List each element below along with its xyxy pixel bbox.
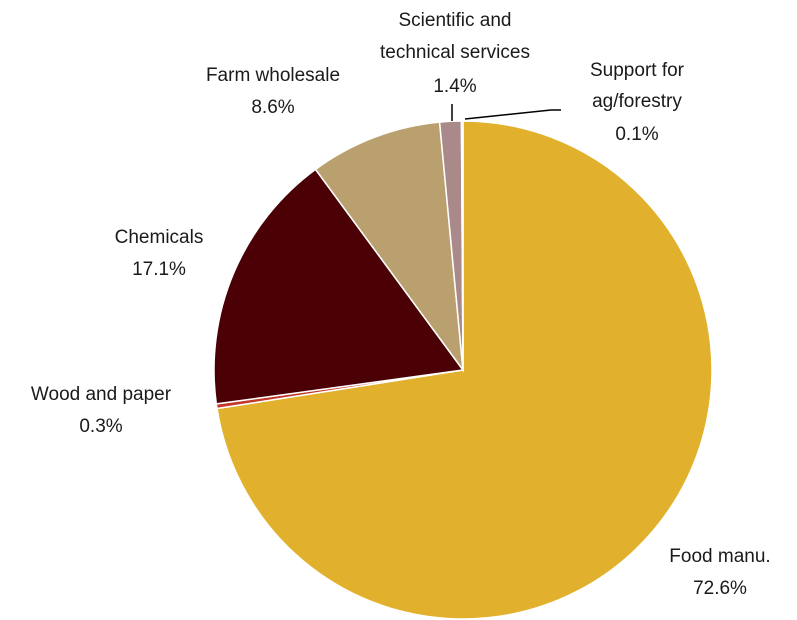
label-wood-name: Wood and paper xyxy=(31,384,172,405)
label-food-pct: 72.6% xyxy=(693,578,747,599)
label-scientific-name-line1: Scientific and xyxy=(398,10,511,31)
label-scientific-pct: 1.4% xyxy=(433,76,476,97)
pie-slices xyxy=(213,120,713,620)
label-chemicals-pct: 17.1% xyxy=(132,259,186,280)
pie-slice-food-manu xyxy=(216,120,713,620)
label-wood-pct: 0.3% xyxy=(79,416,122,437)
label-support-name-line2: ag/forestry xyxy=(592,91,682,112)
label-support-name-line1: Support for xyxy=(590,60,685,81)
leader-line-support xyxy=(464,109,561,120)
label-chemicals-name: Chemicals xyxy=(115,227,204,248)
label-scientific-name-line2: technical services xyxy=(380,42,530,63)
label-food-name: Food manu. xyxy=(669,546,770,567)
label-farm-name: Farm wholesale xyxy=(206,65,340,86)
pie-slice-farm-wholesale xyxy=(314,121,465,373)
label-support-pct: 0.1% xyxy=(615,124,658,145)
pie-slice-chemicals xyxy=(213,168,465,405)
pie-slice-support-for-ag-forestry xyxy=(460,120,464,371)
label-farm-pct: 8.6% xyxy=(251,97,294,118)
